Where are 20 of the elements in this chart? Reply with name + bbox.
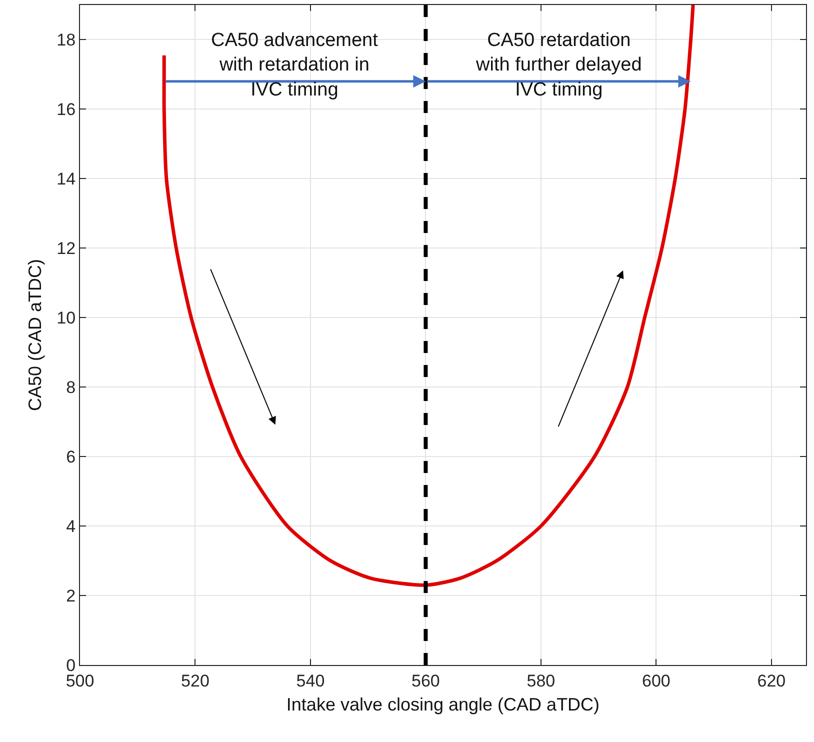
x-tick-label: 600 (642, 671, 670, 690)
y-tick-label: 8 (66, 378, 76, 398)
y-axis-title: CA50 (CAD aTDC) (24, 258, 45, 412)
y-tick-label: 2 (66, 586, 76, 606)
y-tick-label: 4 (66, 517, 76, 536)
y-tick-label: 18 (56, 30, 76, 50)
y-tick-label: 16 (56, 100, 76, 120)
x-tick-label: 580 (526, 671, 556, 690)
x-tick-label: 520 (181, 671, 210, 690)
y-tick-label: 6 (66, 448, 76, 467)
annotation: CA50 retardation with further delayed IVC timing (475, 30, 642, 100)
x-tick-label: 540 (296, 671, 325, 690)
x-tick-label: 560 (412, 671, 440, 690)
x-tick-label: 620 (757, 671, 786, 690)
line-series (162, 5, 695, 587)
x-axis-title: Intake valve closing angle (CAD aTDC) (286, 694, 600, 714)
y-tick-label: 14 (56, 170, 76, 189)
y-tick-label: 12 (56, 239, 76, 258)
annotation: CA50 advancement with retardation in IVC timing (211, 30, 379, 100)
y-tick-label: 10 (56, 308, 76, 328)
